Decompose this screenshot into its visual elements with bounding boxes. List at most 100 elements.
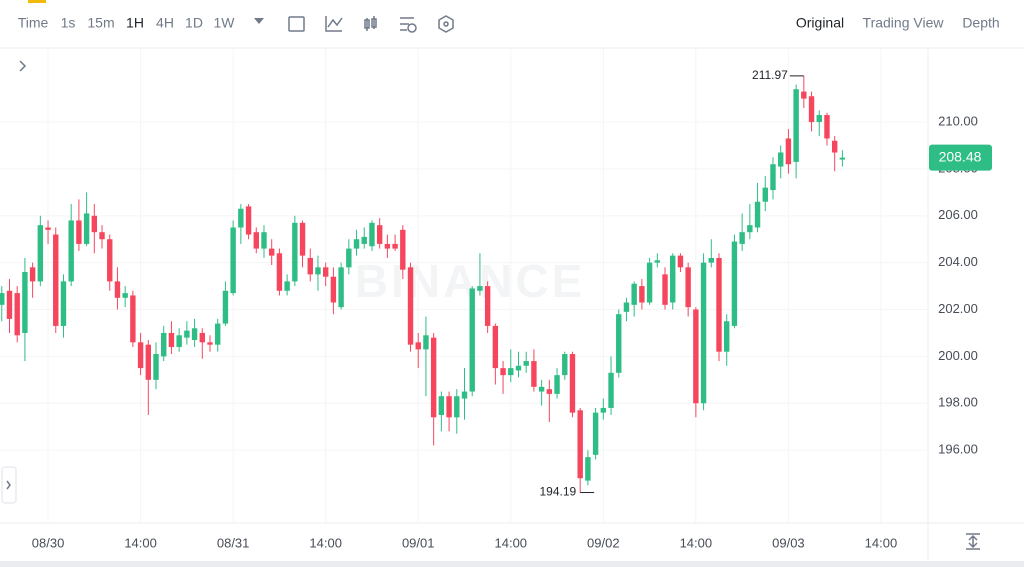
candle-body: [623, 302, 630, 312]
chart-type-icon[interactable]: [364, 16, 377, 31]
candle-body: [639, 286, 645, 303]
candle-body: [731, 241, 738, 326]
candle-body: [45, 227, 51, 230]
candle-body: [184, 330, 190, 338]
candle-body: [284, 281, 290, 291]
interval-tab[interactable]: 4H: [156, 15, 174, 31]
candle-body: [523, 361, 529, 366]
side-button[interactable]: [1, 466, 17, 504]
candle-body: [592, 412, 599, 455]
y-tick-label: 210.00: [938, 113, 978, 128]
interval-tab[interactable]: 15m: [87, 15, 114, 31]
candle-body: [76, 220, 82, 244]
y-tick-label: 202.00: [938, 301, 978, 316]
hexagon-icon[interactable]: [438, 15, 454, 33]
candle-body: [60, 281, 67, 326]
candle-body: [454, 396, 460, 418]
candle-body: [53, 234, 59, 326]
bottom-edge: [0, 561, 1024, 567]
view-tab[interactable]: Trading View: [863, 15, 945, 31]
candle-body: [801, 91, 807, 99]
candle-body: [191, 328, 198, 340]
candle-body: [608, 372, 614, 408]
candle-body: [253, 232, 259, 249]
candle-body: [292, 222, 298, 282]
candle-body: [168, 332, 175, 348]
interval-tab[interactable]: 1D: [185, 15, 203, 31]
x-tick-label: 08/30: [32, 535, 65, 550]
high-label: 211.97: [752, 68, 788, 82]
candle-body: [777, 152, 784, 167]
more-intervals[interactable]: [254, 18, 264, 24]
interval-tab[interactable]: Time: [18, 15, 49, 31]
candle-body: [770, 164, 776, 191]
candle-body: [762, 187, 768, 202]
settings-icon[interactable]: [400, 17, 414, 31]
candle-body: [107, 239, 113, 282]
interval-tab[interactable]: 1H: [126, 15, 144, 31]
x-tick-label: 09/03: [772, 535, 805, 550]
candle-body: [369, 222, 375, 247]
candle-body: [353, 239, 360, 249]
view-tab[interactable]: Original: [796, 15, 844, 31]
candle-body: [747, 225, 753, 233]
y-tick-label: 200.00: [938, 348, 978, 363]
candle-body: [137, 342, 144, 369]
low-label: 194.19: [539, 485, 576, 499]
candle-body: [400, 229, 406, 270]
y-tick-label: 206.00: [938, 207, 978, 222]
settings-icon-dot: [407, 23, 417, 33]
candle-body: [145, 344, 152, 380]
candle-body: [376, 225, 383, 244]
candle-body: [700, 262, 707, 404]
candle-body: [831, 140, 838, 153]
candle-body: [631, 283, 637, 305]
date-range-icon[interactable]: [288, 16, 305, 32]
candle-body: [554, 375, 560, 394]
x-tick-label: 09/02: [587, 535, 620, 550]
candle-body: [469, 288, 475, 392]
interval-tab[interactable]: 1s: [61, 15, 76, 31]
x-tick-label: 14:00: [865, 535, 898, 550]
candle-body: [824, 115, 830, 139]
y-tick-label: 196.00: [938, 442, 978, 457]
candle-body: [207, 342, 213, 345]
candle-body: [546, 389, 553, 394]
hexagon-icon-dot: [443, 21, 449, 27]
expand-arrow[interactable]: [19, 60, 27, 72]
candle-body: [670, 255, 676, 303]
candle-body: [238, 208, 244, 228]
candle-body: [176, 335, 182, 348]
candle-body: [724, 321, 730, 352]
candle-body: [492, 325, 499, 369]
candle-body: [99, 232, 105, 240]
view-tab[interactable]: Depth: [962, 15, 999, 31]
x-tick-label: 14:00: [124, 535, 157, 550]
candle-body: [508, 368, 514, 376]
candle-body: [677, 255, 684, 268]
candle-body: [346, 248, 352, 268]
candle-body: [222, 290, 229, 324]
indicator-icon[interactable]: [325, 16, 343, 32]
candle-body: [585, 457, 591, 481]
candle-body: [122, 293, 128, 298]
candle-body: [716, 257, 722, 352]
candle-body: [6, 290, 13, 319]
candle-body: [500, 368, 506, 376]
candle-body: [739, 232, 745, 244]
candle-body: [662, 274, 668, 305]
candle-body: [384, 243, 391, 249]
interval-tab[interactable]: 1W: [214, 15, 236, 31]
candle-body: [307, 257, 313, 275]
candle-body: [29, 267, 36, 282]
candle-body: [646, 262, 653, 303]
scale-icon[interactable]: [966, 533, 980, 550]
top-accent: [28, 0, 46, 3]
candle-body: [330, 276, 337, 303]
price-tag: [929, 144, 992, 171]
watermark: BINANCE: [355, 255, 586, 307]
x-tick-label: 14:00: [680, 535, 713, 550]
